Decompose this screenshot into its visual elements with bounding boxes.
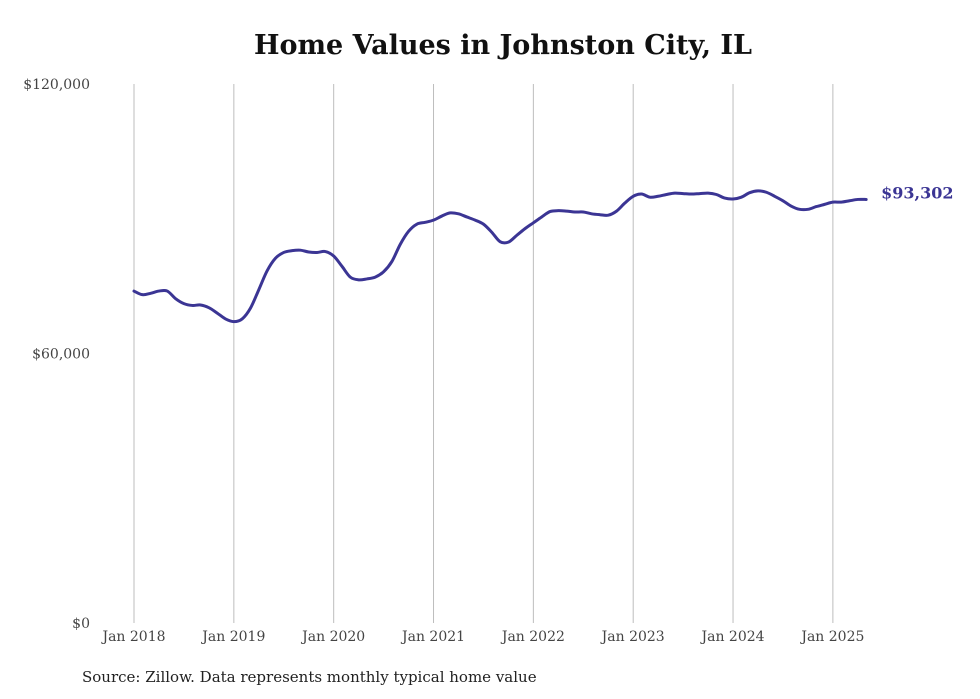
x-tick-label: Jan 2023 — [600, 629, 665, 645]
x-tick-label: Jan 2025 — [799, 629, 864, 645]
series-line — [132, 189, 868, 324]
x-tick-label: Jan 2022 — [500, 629, 565, 645]
series-group — [132, 189, 868, 324]
grid-lines — [133, 84, 834, 623]
y-tick-label: $120,000 — [23, 77, 90, 93]
y-axis-ticks: $0 $60,000 $120,000 — [23, 77, 90, 632]
x-tick-label: Jan 2020 — [300, 629, 365, 645]
x-tick-label: Jan 2018 — [100, 629, 165, 645]
y-tick-label: $60,000 — [32, 347, 90, 363]
end-label-group: $93,302 — [881, 183, 953, 202]
x-tick-label: Jan 2021 — [400, 629, 465, 645]
source-note: Source: Zillow. Data represents monthly … — [82, 668, 537, 686]
y-tick-label: $0 — [72, 616, 90, 632]
x-axis-ticks: Jan 2018 Jan 2019 Jan 2020 Jan 2021 Jan 2022… — [100, 629, 864, 645]
chart-title: Home Values in Johnston City, IL — [253, 30, 753, 61]
end-value-label: $93,302 — [881, 183, 953, 202]
x-tick-label: Jan 2024 — [700, 629, 765, 645]
x-tick-label: Jan 2019 — [200, 629, 265, 645]
